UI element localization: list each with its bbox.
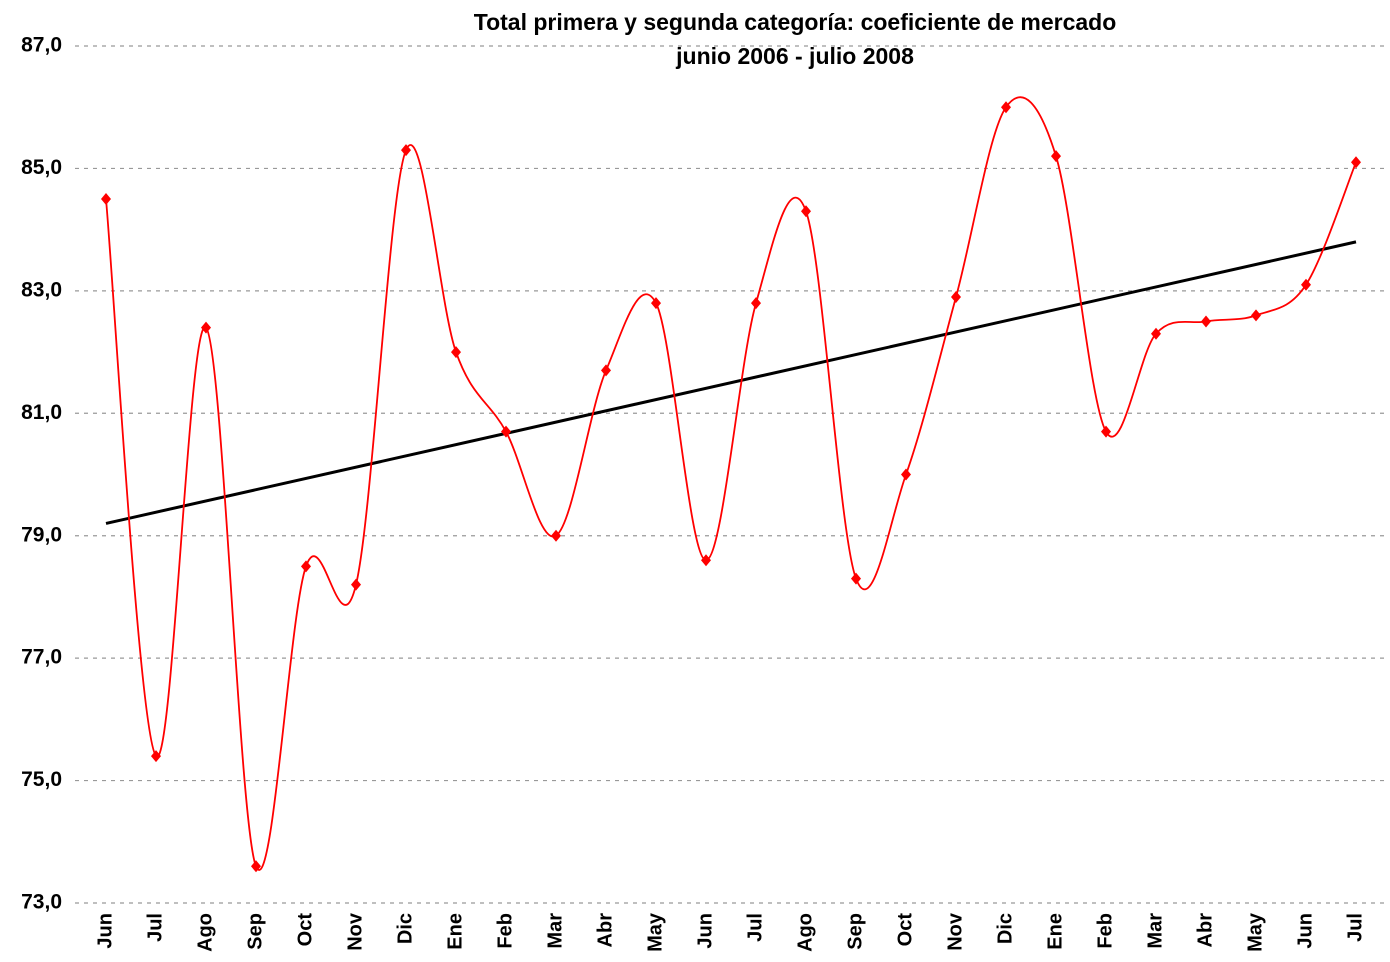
x-tick-label: Mar (1144, 913, 1166, 949)
marker (1201, 315, 1211, 328)
marker (1051, 150, 1061, 163)
marker (101, 193, 111, 206)
marker (851, 572, 861, 585)
y-tick-label: 81,0 (21, 401, 62, 424)
y-tick-label: 75,0 (21, 768, 62, 791)
x-tick-label: Sep (844, 913, 866, 950)
marker (601, 364, 611, 377)
x-tick-label: Oct (294, 913, 316, 947)
x-tick-label: Oct (894, 913, 916, 947)
marker (1001, 101, 1011, 114)
marker (251, 860, 261, 873)
series-line (105, 96, 1357, 871)
marker (201, 321, 211, 334)
y-tick-label: 79,0 (21, 523, 62, 546)
x-tick-label: Abr (1194, 913, 1216, 948)
marker (901, 468, 911, 481)
marker (951, 290, 961, 303)
x-tick-label: Dic (994, 913, 1016, 944)
marker (1101, 425, 1111, 438)
marker (551, 529, 561, 542)
marker (401, 144, 411, 157)
x-tick-label: Ago (794, 913, 816, 952)
x-tick-label: Jul (744, 913, 766, 942)
marker (301, 560, 311, 573)
chart-subtitle: junio 2006 - julio 2008 (675, 43, 914, 69)
x-tick-label: Jun (94, 913, 116, 949)
x-tick-label: Dic (394, 913, 416, 944)
x-tick-label: Ene (444, 913, 466, 950)
y-tick-label: 87,0 (21, 34, 62, 57)
marker (701, 554, 711, 567)
marker (351, 578, 361, 591)
marker (1301, 278, 1311, 291)
marker (151, 750, 161, 763)
x-tick-label: Abr (594, 913, 616, 948)
x-tick-label: Mar (544, 913, 566, 949)
x-tick-label: Feb (494, 913, 516, 949)
x-tick-label: Nov (944, 912, 966, 951)
chart-title: Total primera y segunda categoría: coefi… (474, 9, 1117, 35)
trend-line (105, 240, 1357, 525)
x-tick-label: Jul (144, 913, 166, 942)
x-tick-label: Ene (1044, 913, 1066, 950)
y-tick-label: 85,0 (21, 156, 62, 179)
marker (1151, 327, 1161, 340)
marker (751, 297, 761, 310)
x-tick-label: Sep (244, 913, 266, 950)
y-tick-label: 73,0 (21, 891, 62, 914)
marker (451, 346, 461, 359)
x-tick-label: Nov (344, 912, 366, 951)
x-tick-label: May (1244, 912, 1266, 952)
x-tick-label: Feb (1094, 913, 1116, 949)
x-tick-label: May (644, 912, 666, 952)
x-tick-label: Jun (1294, 913, 1316, 949)
marker (801, 205, 811, 218)
y-tick-label: 77,0 (21, 646, 62, 669)
x-tick-label: Jun (694, 913, 716, 949)
marker (501, 425, 511, 438)
x-tick-label: Ago (194, 913, 216, 952)
marker (1351, 156, 1361, 169)
y-tick-label: 83,0 (21, 278, 62, 301)
x-tick-label: Jul (1344, 913, 1366, 942)
marker (1251, 309, 1261, 322)
marker (651, 297, 661, 310)
